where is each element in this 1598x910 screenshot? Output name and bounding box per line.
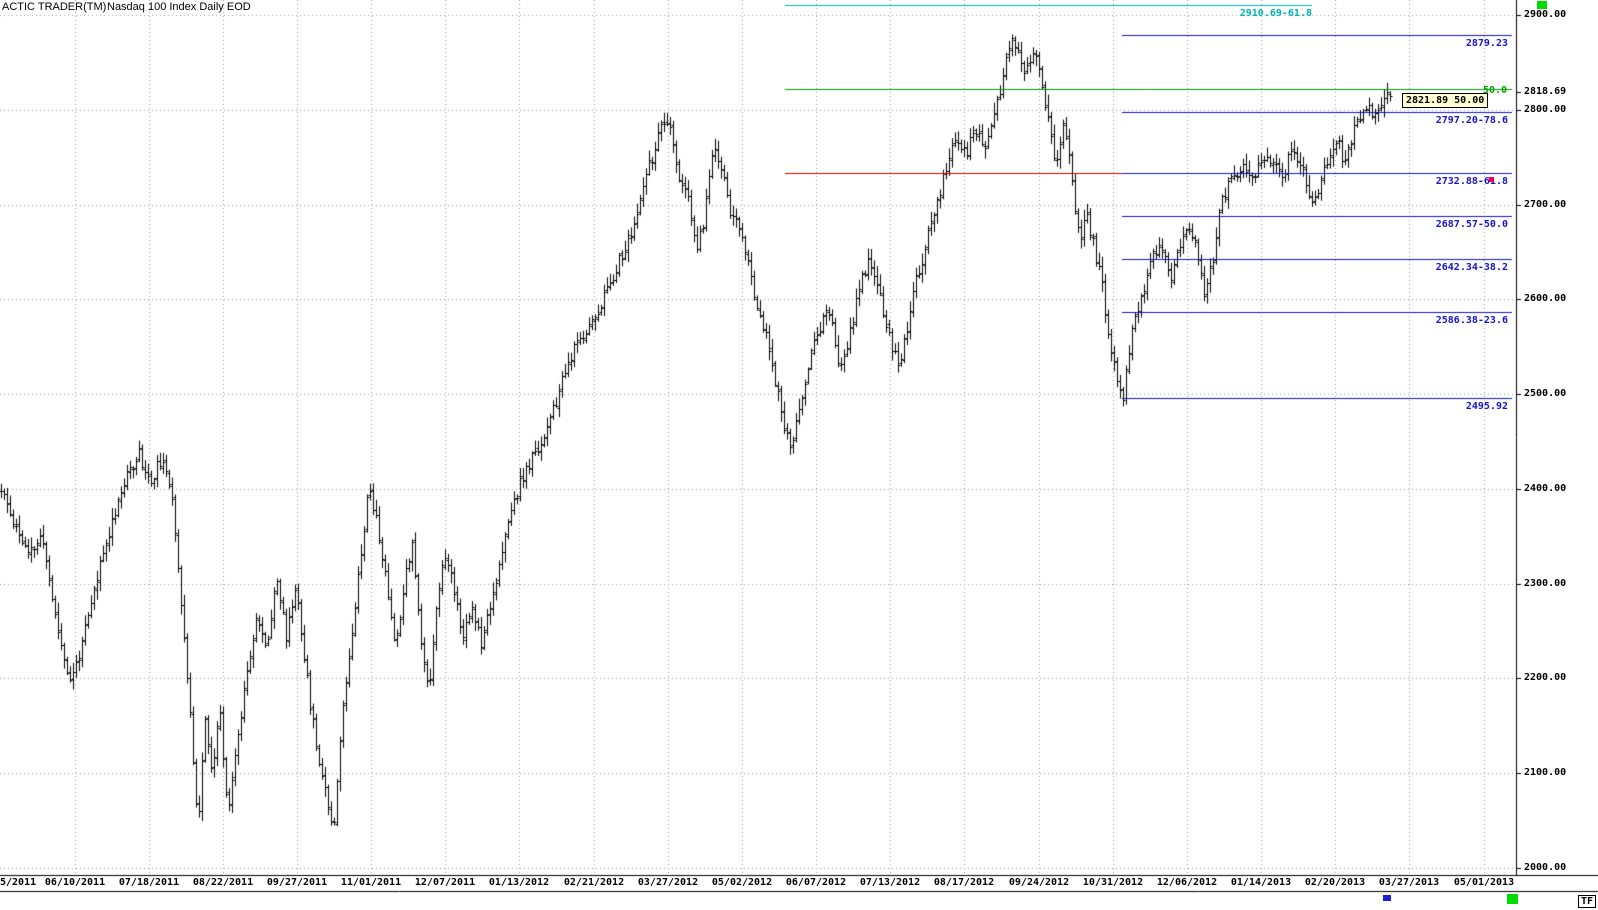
price-axis-label: 2800.00 [1524,104,1567,115]
date-axis-label: 07/18/2011 [118,877,180,888]
price-axis-label: 2900.00 [1524,9,1567,20]
date-axis-label: 02/21/2012 [563,877,625,888]
date-axis-label: 03/27/2012 [637,877,699,888]
date-axis-label: 01/14/2013 [1230,877,1292,888]
date-axis-label: 09/27/2011 [266,877,328,888]
date-axis-label: 03/27/2013 [1378,877,1440,888]
top-right-green-square[interactable] [1537,1,1547,9]
bottom-right-green-square[interactable] [1507,894,1518,904]
date-axis-label: 12/07/2011 [414,877,476,888]
price-axis-label: 2600.00 [1524,293,1567,304]
date-axis-label: 11/01/2011 [340,877,402,888]
fib-level-label: 2797.20-78.6 [1435,115,1508,126]
price-axis-label: 2000.00 [1524,862,1567,873]
fib-level-label: 2586.38-23.6 [1435,315,1508,326]
date-axis-label: 06/07/2012 [785,877,847,888]
marker-dot [1489,177,1494,182]
price-axis-label: 2400.00 [1524,483,1567,494]
date-axis-label: 06/10/2011 [44,877,106,888]
chart-symbol-title: Nasdaq 100 Index Daily EOD [107,1,251,13]
fib-level-label: 2732.88-61.8 [1435,176,1508,187]
price-axis-label: 2100.00 [1524,767,1567,778]
date-axis-label: 01/13/2012 [488,877,550,888]
date-axis-label: 10/31/2012 [1082,877,1144,888]
date-axis-label: 08/22/2011 [192,877,254,888]
fib-level-label: 2687.57-50.0 [1435,219,1508,230]
date-axis-label: 05/02/2012 [711,877,773,888]
date-axis-label: 07/13/2012 [859,877,921,888]
date-axis-label: 12/06/2012 [1156,877,1218,888]
timeframe-button[interactable]: TF [1578,895,1597,908]
price-axis-label: 2200.00 [1524,672,1567,683]
date-axis-label: 02/20/2013 [1304,877,1366,888]
app-title: ACTIC TRADER(TM) [2,1,107,13]
fib-level-label: 2495.92 [1465,401,1508,412]
price-axis-label: 2300.00 [1524,578,1567,589]
date-axis-label: 09/24/2012 [1008,877,1070,888]
scroll-position-marker[interactable] [1383,895,1391,901]
date-axis-label: 5/2011 [0,877,37,888]
price-axis-label: 2700.00 [1524,199,1567,210]
price-tooltip: 2821.89 50.00 [1402,93,1489,108]
fib-level-label: 2879.23 [1465,38,1508,49]
fib-level-label: 2910.69-61.8 [1239,8,1312,19]
price-axis-label: 2500.00 [1524,388,1567,399]
date-axis-label: 08/17/2012 [933,877,995,888]
fib-level-label: 50.0 [1483,85,1508,96]
price-axis-label: 2818.69 [1524,86,1567,97]
fib-level-label: 2642.34-38.2 [1435,262,1508,273]
date-axis-label: 05/01/2013 [1453,877,1515,888]
